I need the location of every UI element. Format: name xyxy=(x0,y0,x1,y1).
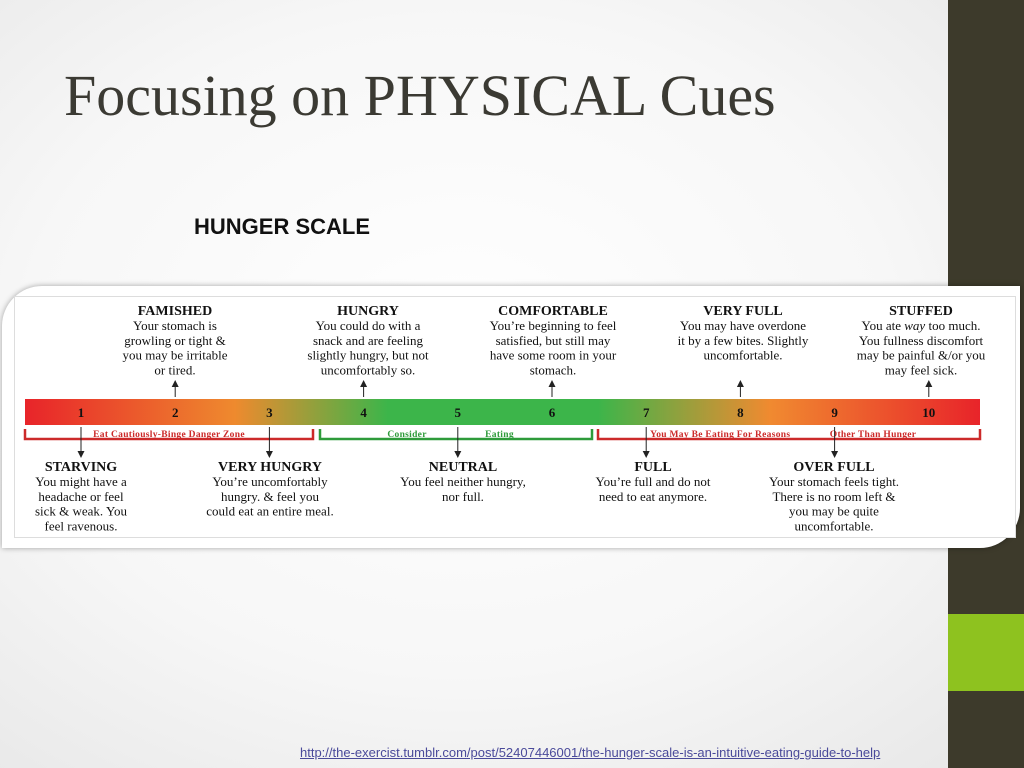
state-description-line: have some room in your xyxy=(490,348,617,363)
arrowhead-down-icon xyxy=(454,451,462,458)
state-title-very-full: VERY FULL xyxy=(703,304,783,319)
state-title-comfortable: COMFORTABLE xyxy=(498,304,608,319)
state-description-line: you may be irritable xyxy=(122,348,227,363)
state-description-line: you may be quite xyxy=(789,504,879,519)
state-title-very-hungry: VERY HUNGRY xyxy=(218,460,322,475)
zone-bracket xyxy=(23,429,315,441)
tick-label-5: 5 xyxy=(455,405,462,420)
arrowhead-down-icon xyxy=(642,451,650,458)
state-description-line: uncomfortably so. xyxy=(321,362,416,377)
state-description-line: You could do with a xyxy=(316,318,421,333)
tick-label-4: 4 xyxy=(360,405,367,420)
state-description-line: may feel sick. xyxy=(885,362,958,377)
state-description-line: slightly hungry, but not xyxy=(307,348,429,363)
state-description-line: You ate way too much. xyxy=(862,318,981,333)
hunger-bar xyxy=(25,399,980,425)
state-description-line: uncomfortable. xyxy=(703,348,782,363)
tick-label-6: 6 xyxy=(549,405,556,420)
tick-label-1: 1 xyxy=(78,405,85,420)
state-title-hungry: HUNGRY xyxy=(337,304,399,319)
state-description-line: could eat an entire meal. xyxy=(206,504,333,519)
state-description-line: feel ravenous. xyxy=(45,518,118,533)
arrowhead-up-icon xyxy=(360,380,368,387)
hunger-scale-image: 1 2 3 4 5 6 7 8 9 10 Eat Cautiously-Binge Danger … xyxy=(14,296,1016,538)
zone-label: Eat Cautiously-Binge Danger Zone xyxy=(93,430,245,440)
state-description-line: uncomfortable. xyxy=(794,518,873,533)
arrowhead-down-icon xyxy=(265,451,273,458)
slide-subtitle: HUNGER SCALE xyxy=(194,214,371,239)
arrowhead-up-icon xyxy=(925,380,933,387)
tick-labels: 1 2 3 4 5 6 7 8 9 10 xyxy=(78,405,936,420)
state-description-line: snack and are feeling xyxy=(313,333,424,348)
state-description-line: it by a few bites. Slightly xyxy=(678,333,809,348)
source-link[interactable]: http://the-exercist.tumblr.com/post/5240… xyxy=(300,745,881,760)
state-description-line: nor full. xyxy=(442,489,484,504)
state-title-neutral: NEUTRAL xyxy=(429,460,497,475)
tick-label-8: 8 xyxy=(737,405,744,420)
sidebar-accent-block xyxy=(948,614,1024,691)
zone-label-left: Consider xyxy=(387,430,427,440)
state-title-stuffed: STUFFED xyxy=(889,304,953,319)
hunger-scale-diagram: 1 2 3 4 5 6 7 8 9 10 Eat Cautiously-Binge Danger … xyxy=(23,304,986,533)
state-description-line: need to eat anymore. xyxy=(599,489,707,504)
tick-label-3: 3 xyxy=(266,405,273,420)
arrowhead-up-icon xyxy=(548,380,556,387)
state-description-line: There is no room left & xyxy=(772,489,895,504)
zone-brackets: Eat Cautiously-Binge Danger Zone Consider… xyxy=(23,429,982,441)
state-description-line: You’re beginning to feel xyxy=(490,318,617,333)
state-title-starving: STARVING xyxy=(45,460,117,475)
state-description-line: You’re uncomfortably xyxy=(212,474,328,489)
state-description-line: Your stomach feels tight. xyxy=(769,474,899,489)
state-description-line: You might have a xyxy=(35,474,127,489)
arrowhead-down-icon xyxy=(77,451,85,458)
state-title-famished: FAMISHED xyxy=(138,304,212,319)
state-description-line: may be painful &/or you xyxy=(857,348,986,363)
zone-bracket xyxy=(596,429,982,441)
state-title-over-full: OVER FULL xyxy=(793,460,874,475)
tick-label-9: 9 xyxy=(831,405,838,420)
tick-label-2: 2 xyxy=(172,405,179,420)
zone-label-right: Eating xyxy=(485,430,514,440)
zone-label-right: Other Than Hunger xyxy=(830,430,917,440)
zone-bracket xyxy=(318,429,594,441)
state-description-line: Your stomach is xyxy=(133,318,217,333)
slide-title: Focusing on PHYSICAL Cues xyxy=(64,63,776,128)
state-description-line: sick & weak. You xyxy=(35,504,128,519)
state-title-full: FULL xyxy=(634,460,671,475)
tick-label-10: 10 xyxy=(922,405,935,420)
state-description-line: satisfied, but still may xyxy=(496,333,611,348)
state-description-line: You feel neither hungry, xyxy=(400,474,526,489)
tick-label-7: 7 xyxy=(643,405,650,420)
state-description-line: headache or feel xyxy=(38,489,124,504)
arrowhead-up-icon xyxy=(171,380,179,387)
state-description-line: stomach. xyxy=(530,362,577,377)
arrowhead-up-icon xyxy=(736,380,744,387)
hunger-scale-panel: 1 2 3 4 5 6 7 8 9 10 Eat Cautiously-Binge Danger … xyxy=(2,286,1020,548)
state-description-line: hungry. & feel you xyxy=(221,489,320,504)
arrowhead-down-icon xyxy=(831,451,839,458)
state-description-line: You’re full and do not xyxy=(596,474,711,489)
zone-label-left: You May Be Eating For Reasons xyxy=(650,430,790,440)
state-description-line: or tired. xyxy=(154,362,195,377)
state-description-line: You fullness discomfort xyxy=(859,333,984,348)
state-description-line: growling or tight & xyxy=(124,333,225,348)
state-description-line: You may have overdone xyxy=(680,318,806,333)
